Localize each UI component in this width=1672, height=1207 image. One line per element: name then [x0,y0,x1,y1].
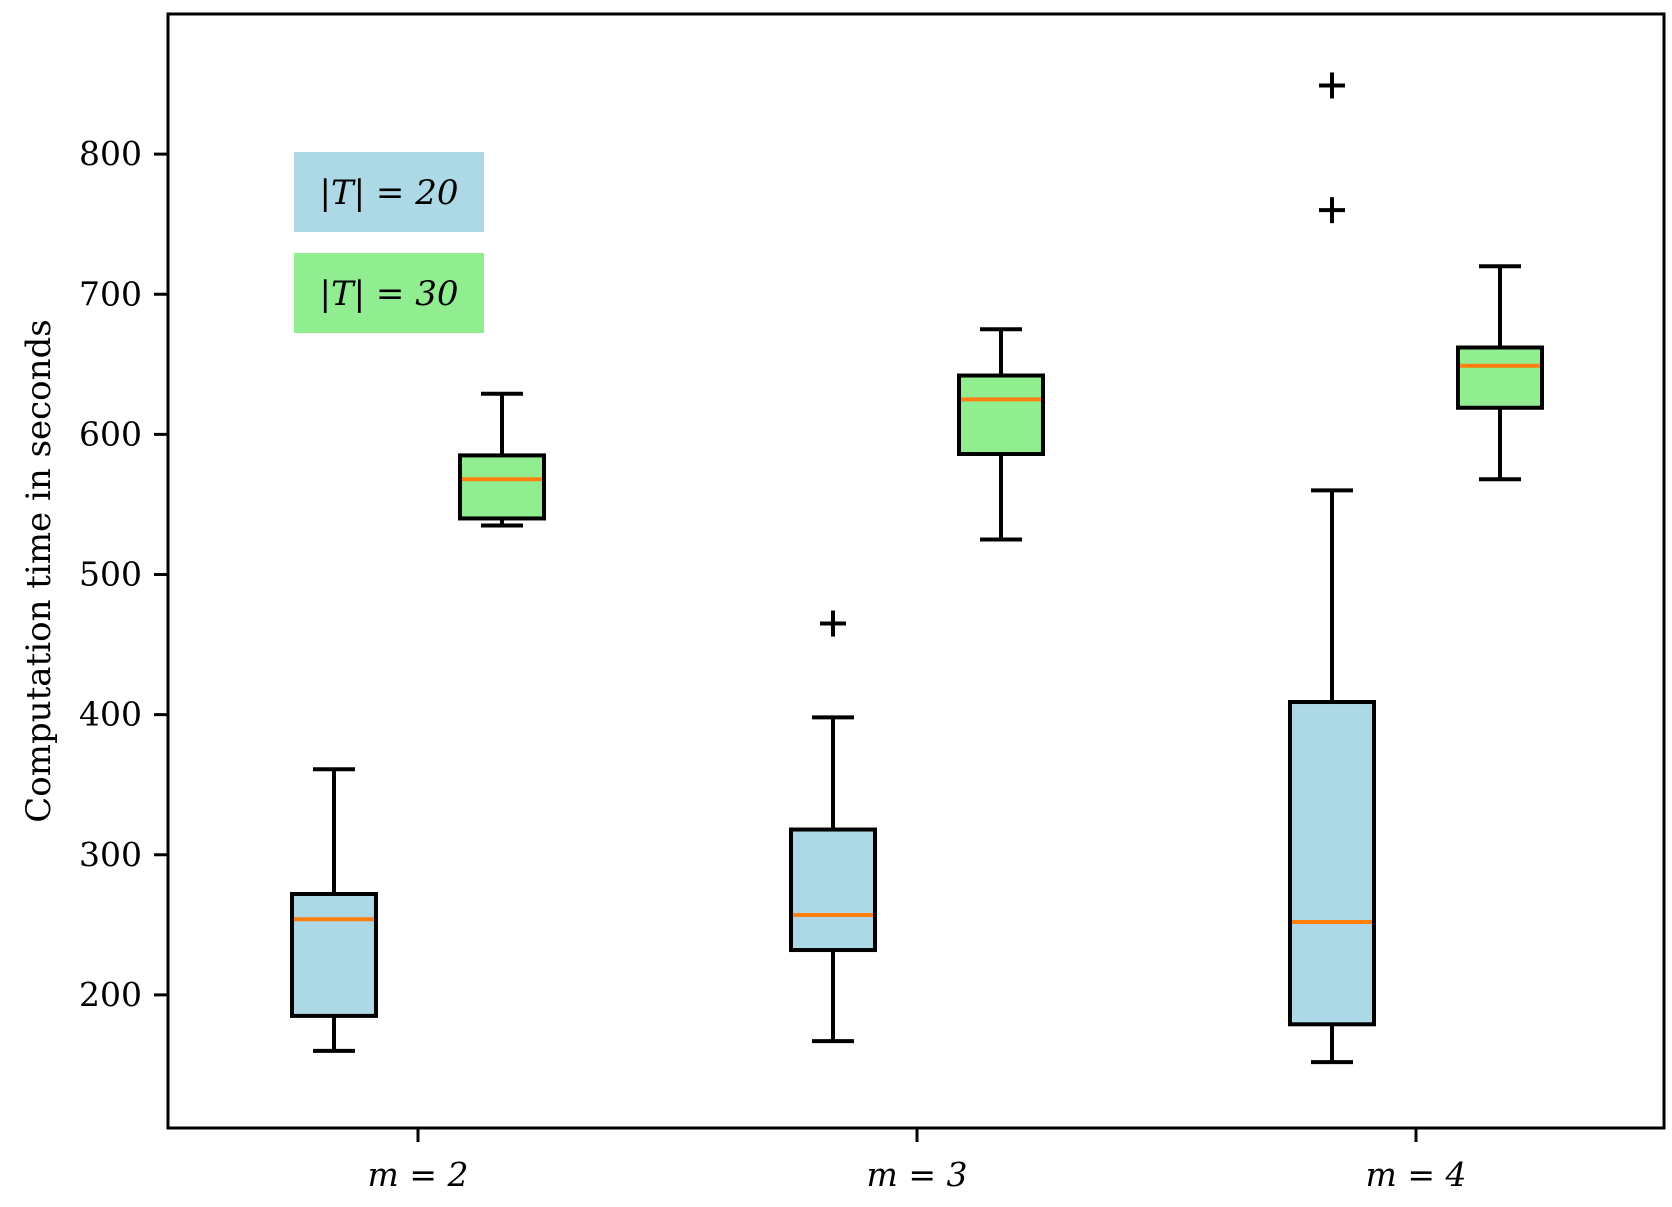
outlier-marker [1319,72,1345,99]
outlier-marker [1319,197,1345,224]
x-tick-label: m = 3 [867,1155,968,1194]
box-group [458,391,546,528]
y-tick-label: 600 [79,414,142,453]
x-tick-label: m = 2 [368,1155,469,1194]
legend-item-t20: |T| = 20 [294,152,484,232]
box [1288,700,1376,1027]
series-t30 [458,264,1544,542]
legend-label: |T| = 20 [320,173,459,213]
y-tick-label: 500 [79,555,142,594]
box [789,827,877,953]
legend-item-t30: |T| = 30 [294,253,484,333]
outlier-marker [820,610,846,637]
box [957,373,1045,456]
box-group [1288,72,1376,1065]
box [290,891,378,1018]
box-group [1456,264,1544,482]
x-tick-label: m = 4 [1366,1155,1467,1194]
y-tick-label: 300 [79,835,142,874]
box-group [290,767,378,1053]
y-tick-label: 700 [79,274,142,313]
y-tick-label: 200 [79,975,142,1014]
y-tick-label: 400 [79,695,142,734]
series-t20 [290,72,1376,1065]
box [1456,345,1544,410]
y-axis-label: Computation time in seconds [19,319,59,823]
legend-swatch [294,253,484,333]
legend-swatch [294,152,484,232]
legend-label: |T| = 30 [320,274,459,314]
y-tick-label: 800 [79,134,142,173]
box-group [957,327,1045,542]
box-group [789,610,877,1044]
box [458,453,546,521]
